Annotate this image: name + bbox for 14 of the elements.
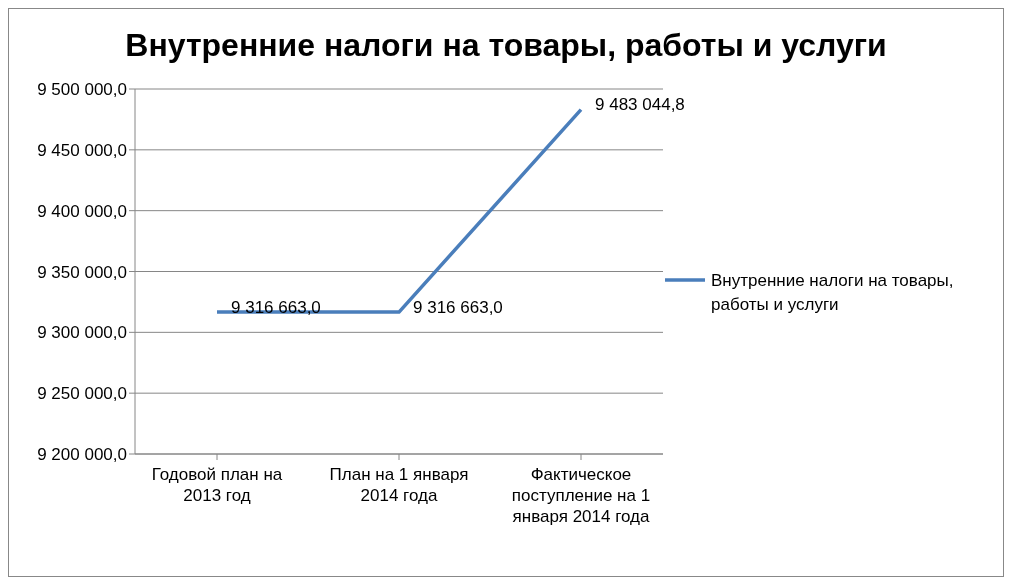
x-tick-label: Фактическое поступление на 1 января 2014 года (511, 465, 651, 526)
x-tick-label: Годовой план на 2013 год (151, 465, 283, 505)
y-tick-label: 9 250 000,0 (37, 384, 127, 404)
y-tick-label: 9 450 000,0 (37, 140, 127, 160)
x-tick-label: План на 1 января 2014 года (329, 465, 469, 505)
y-tick-label: 9 500 000,0 (37, 80, 127, 100)
legend-label: Внутренние налоги на товары, работы и услуги (711, 269, 955, 316)
data-label: 9 316 663,0 (413, 297, 503, 317)
y-tick-label: 9 300 000,0 (37, 323, 127, 343)
y-tick-label: 9 200 000,0 (37, 445, 127, 465)
y-tick-label: 9 400 000,0 (37, 201, 127, 221)
data-label: 9 483 044,8 (595, 95, 685, 115)
y-tick-label: 9 350 000,0 (37, 262, 127, 282)
chart-title: Внутренние налоги на товары, работы и услуги (124, 27, 888, 64)
